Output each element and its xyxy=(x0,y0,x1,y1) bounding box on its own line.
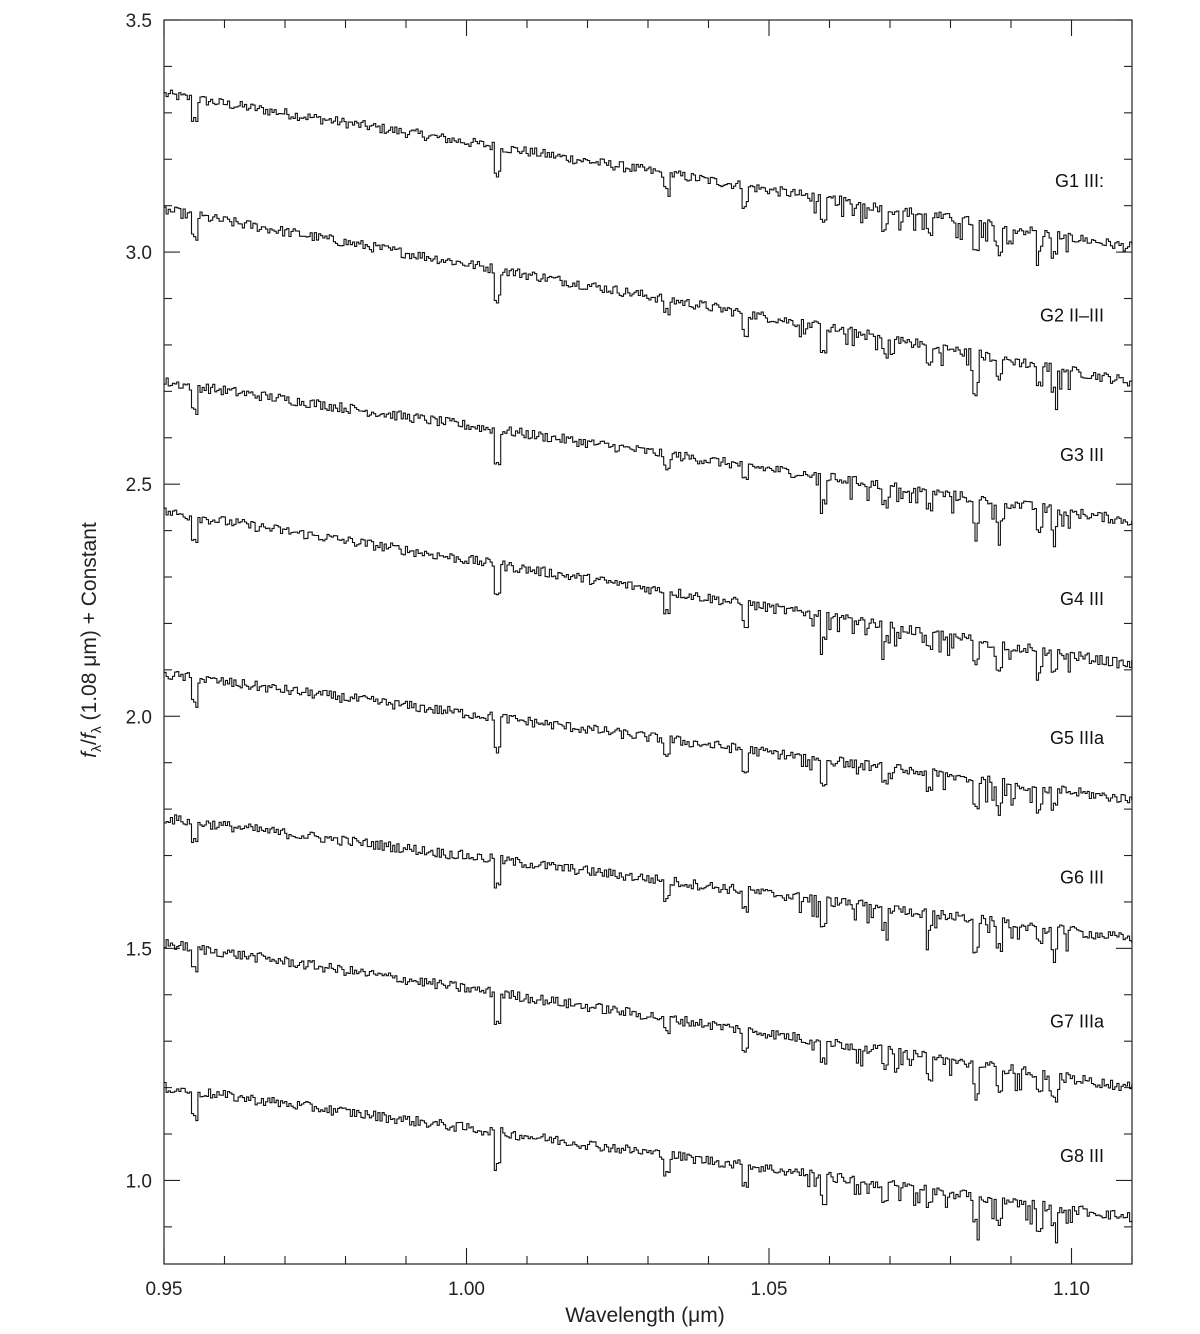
x-tick-label: 0.95 xyxy=(146,1279,183,1300)
x-tick-labels: 0.95 1.00 1.05 1.10 xyxy=(146,1279,1090,1300)
series-label: G7 IIIa xyxy=(1050,1011,1105,1031)
spectrum-line xyxy=(164,939,1133,1103)
spectrum-line xyxy=(164,671,1133,816)
y-axis-title-sub1: λ xyxy=(88,745,104,752)
spectrum-line xyxy=(164,206,1133,411)
x-tick-label: 1.10 xyxy=(1053,1279,1090,1300)
series-label: G6 III xyxy=(1060,867,1104,887)
y-tick-label: 3.0 xyxy=(126,243,152,264)
series-label: G3 III xyxy=(1060,445,1104,465)
spectrum-line xyxy=(164,507,1133,681)
y-axis-title-rest: (1.08 μm) + Constant xyxy=(78,522,101,726)
x-tick-label: 1.00 xyxy=(448,1279,485,1300)
y-tick-labels: 1.0 1.5 2.0 2.5 3.0 3.5 xyxy=(126,11,152,1192)
series-label: G5 IIIa xyxy=(1050,728,1105,748)
x-tick-label: 1.05 xyxy=(751,1279,788,1300)
spectra-series xyxy=(164,89,1133,1244)
spectrum-line xyxy=(164,1081,1133,1244)
series-label: G1 III: xyxy=(1055,171,1104,191)
y-axis-title-sub2: λ xyxy=(88,726,104,733)
y-axis-title: fλ/fλ (1.08 μm) + Constant xyxy=(78,522,104,758)
y-axis-title-f2: f xyxy=(78,731,101,739)
spectrum-line xyxy=(164,89,1133,266)
x-axis-title: Wavelength (μm) xyxy=(565,1304,725,1327)
y-tick-label: 1.5 xyxy=(126,939,152,960)
y-tick-label: 2.0 xyxy=(126,707,152,728)
y-tick-label: 1.0 xyxy=(126,1171,152,1192)
y-axis-title-slash: / xyxy=(78,739,101,745)
series-labels: G1 III: G2 II–III G3 III G4 III G5 IIIa G6 II… xyxy=(1040,171,1105,1166)
series-label: G8 III xyxy=(1060,1146,1104,1166)
y-tick-label: 3.5 xyxy=(126,11,152,32)
spectrum-line xyxy=(164,377,1133,548)
y-axis-title-f1: f xyxy=(78,750,101,758)
y-tick-label: 2.5 xyxy=(126,475,152,496)
series-label: G2 II–III xyxy=(1040,306,1104,326)
series-label: G4 III xyxy=(1060,589,1104,609)
axis-ticks xyxy=(163,19,1133,1264)
spectrum-line xyxy=(164,814,1133,963)
